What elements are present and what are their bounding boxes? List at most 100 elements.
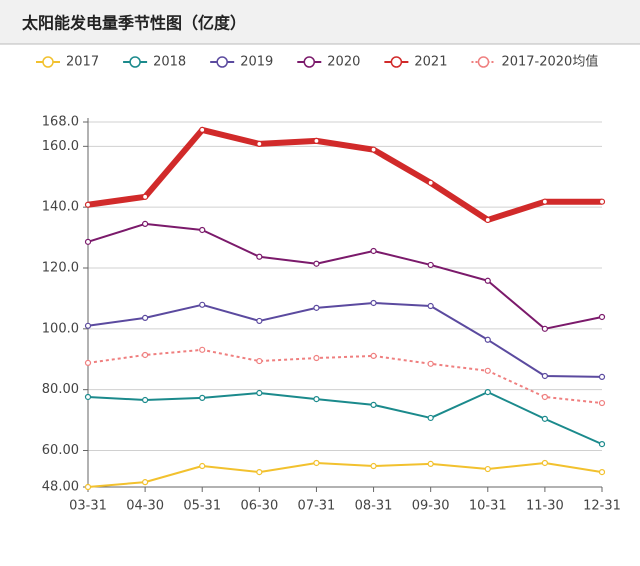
- point: [84, 483, 92, 491]
- point: [370, 352, 377, 360]
- x-tick-label: 08-31: [355, 499, 393, 514]
- legend-label: 2020: [327, 55, 360, 70]
- legend-marker: [129, 56, 141, 68]
- point: [313, 137, 320, 144]
- x-tick-label: 03-31: [69, 499, 107, 514]
- legend-marker: [477, 56, 490, 68]
- header-bg: [0, 0, 640, 44]
- point: [142, 396, 149, 404]
- x-tick-label: 07-31: [298, 499, 336, 514]
- y-tick-label: 140.0: [42, 200, 79, 215]
- point: [256, 468, 263, 476]
- point: [598, 198, 606, 205]
- point: [598, 468, 606, 476]
- y-tick-label: 100.0: [42, 321, 79, 336]
- point: [313, 395, 320, 403]
- point: [484, 277, 491, 284]
- point: [541, 372, 548, 380]
- point: [427, 302, 434, 310]
- x-tick-label: 09-30: [412, 499, 450, 514]
- series-line: [87, 391, 603, 446]
- point: [256, 140, 263, 147]
- y-tick-label: 48.00: [42, 480, 79, 495]
- point: [256, 357, 263, 365]
- point: [370, 299, 377, 307]
- point: [484, 336, 491, 343]
- y-tick-label: 168.0: [42, 115, 79, 130]
- point: [427, 414, 434, 422]
- point: [370, 146, 377, 153]
- point: [541, 198, 548, 205]
- point: [427, 261, 434, 269]
- point: [142, 479, 149, 486]
- point: [84, 322, 92, 329]
- series-line: [87, 222, 603, 330]
- point: [598, 313, 606, 321]
- point: [84, 201, 92, 208]
- point: [313, 304, 320, 311]
- legend-marker: [390, 56, 403, 68]
- y-tick-label: 80.00: [42, 382, 79, 397]
- point: [484, 465, 491, 473]
- point: [427, 460, 434, 467]
- point: [142, 220, 149, 227]
- point: [484, 216, 491, 224]
- series-line: [87, 126, 602, 223]
- x-tick-label: 04-30: [126, 499, 164, 514]
- point: [199, 126, 206, 134]
- point: [199, 394, 206, 401]
- point: [427, 179, 434, 186]
- point: [541, 393, 548, 401]
- point: [256, 317, 263, 325]
- chart-title: 太阳能发电量季节性图（亿度）: [21, 14, 246, 33]
- x-tick-label: 12-31: [583, 499, 621, 514]
- point: [142, 314, 149, 321]
- point: [598, 441, 606, 448]
- point: [84, 359, 92, 366]
- legend-marker: [42, 56, 54, 68]
- legend-label: 2017-2020均值: [501, 54, 598, 70]
- point: [199, 346, 206, 353]
- y-tick-label: 160.0: [42, 139, 79, 154]
- point: [427, 360, 434, 367]
- point: [541, 415, 548, 422]
- point: [541, 459, 548, 467]
- point: [142, 351, 149, 359]
- legend-label: 2021: [414, 55, 447, 70]
- y-tick-label: 60.00: [42, 443, 79, 458]
- legend-label: 2019: [240, 55, 273, 70]
- point: [199, 226, 206, 234]
- legend-marker: [303, 56, 316, 68]
- series-line: [87, 461, 603, 488]
- x-tick-label: 05-31: [183, 499, 221, 514]
- point: [313, 459, 320, 467]
- point: [313, 354, 320, 362]
- point: [598, 399, 606, 407]
- point: [313, 260, 320, 267]
- x-tick-label: 10-31: [469, 499, 507, 514]
- point: [199, 462, 206, 470]
- point: [256, 253, 263, 260]
- point: [484, 389, 491, 396]
- point: [598, 373, 606, 380]
- point: [370, 247, 377, 255]
- point: [142, 193, 149, 200]
- point: [84, 393, 92, 401]
- series-line: [87, 301, 603, 378]
- point: [84, 238, 92, 245]
- point: [256, 389, 263, 397]
- legend-label: 2017: [66, 55, 99, 70]
- x-tick-label: 11-30: [526, 499, 564, 514]
- point: [370, 462, 377, 470]
- point: [541, 325, 548, 332]
- point: [484, 367, 491, 374]
- legend-marker: [216, 56, 228, 68]
- point: [199, 301, 206, 308]
- series-line: [87, 348, 603, 405]
- y-tick-label: 120.0: [42, 261, 79, 276]
- point: [370, 401, 377, 408]
- x-tick-label: 06-30: [240, 499, 278, 514]
- legend-label: 2018: [153, 55, 186, 70]
